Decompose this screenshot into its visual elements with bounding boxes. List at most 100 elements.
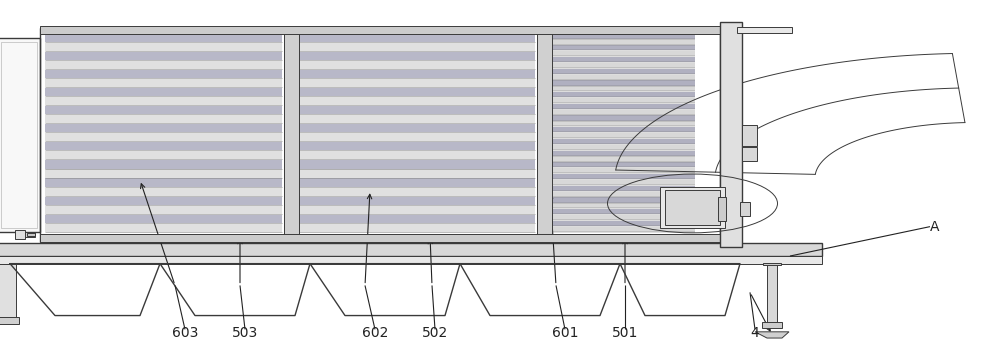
Bar [767, 264, 777, 322]
Bar [299, 43, 535, 51]
Bar [552, 180, 695, 185]
Bar [299, 179, 535, 186]
Bar [299, 79, 535, 87]
Bar [0, 256, 822, 264]
Bar [718, 197, 726, 221]
Bar [1, 42, 37, 228]
Bar [40, 26, 720, 34]
Bar [45, 179, 282, 186]
Bar [299, 224, 535, 232]
Bar [552, 203, 695, 208]
Bar [23, 232, 35, 237]
Bar [299, 97, 535, 105]
Bar [552, 80, 695, 85]
Bar [552, 127, 695, 133]
Bar [552, 156, 695, 162]
Bar [552, 209, 695, 214]
Bar [552, 116, 695, 121]
Bar [552, 139, 695, 144]
Bar [740, 202, 750, 216]
Bar [552, 215, 695, 220]
Bar [552, 92, 695, 97]
Text: 501: 501 [612, 326, 638, 340]
Bar [552, 192, 695, 197]
Bar [742, 147, 757, 161]
Bar [665, 190, 720, 225]
Bar [552, 186, 695, 191]
Bar [45, 106, 282, 114]
Bar [552, 51, 695, 56]
Bar [737, 27, 792, 33]
Bar [299, 124, 535, 133]
Bar [27, 233, 35, 236]
Bar [552, 133, 695, 138]
Bar [299, 52, 535, 60]
Bar [299, 170, 535, 177]
Bar [552, 98, 695, 103]
Bar [552, 168, 695, 173]
Bar [299, 151, 535, 160]
Bar [299, 61, 535, 69]
Bar [552, 74, 695, 80]
Bar [552, 34, 695, 39]
Text: A: A [930, 220, 940, 234]
Bar [45, 43, 282, 51]
Bar [45, 79, 282, 87]
Bar [45, 161, 282, 169]
Bar [45, 197, 282, 205]
Bar [552, 145, 695, 150]
Bar [40, 234, 720, 242]
Bar [552, 198, 695, 202]
Bar [299, 215, 535, 223]
Bar [552, 227, 695, 232]
Bar [299, 34, 535, 42]
Bar [552, 57, 695, 62]
Bar [284, 28, 299, 242]
Bar [299, 161, 535, 169]
Bar [552, 151, 695, 156]
Bar [299, 106, 535, 114]
Bar [40, 28, 720, 242]
Bar [552, 174, 695, 179]
Bar [0, 317, 19, 324]
Bar [720, 22, 742, 247]
Text: 603: 603 [172, 326, 198, 340]
Bar [552, 110, 695, 115]
Bar [45, 188, 282, 195]
Bar [763, 263, 781, 265]
Text: 602: 602 [362, 326, 388, 340]
Bar [45, 124, 282, 133]
Bar [0, 38, 40, 232]
Bar [299, 88, 535, 96]
Bar [552, 39, 695, 45]
Bar [299, 206, 535, 214]
Bar [537, 28, 552, 242]
Bar [0, 243, 822, 256]
Bar [299, 197, 535, 205]
Bar [299, 142, 535, 151]
Bar [552, 69, 695, 74]
Bar [45, 215, 282, 223]
Bar [299, 70, 535, 78]
Bar [45, 206, 282, 214]
Bar [45, 61, 282, 69]
Bar [660, 187, 725, 228]
Text: 502: 502 [422, 326, 448, 340]
Bar [299, 115, 535, 123]
Bar [15, 230, 25, 239]
Bar [45, 133, 282, 142]
Polygon shape [755, 332, 789, 338]
Bar [45, 52, 282, 60]
Bar [552, 45, 695, 51]
Bar [299, 133, 535, 142]
Bar [552, 104, 695, 109]
Bar [552, 63, 695, 68]
Text: 601: 601 [552, 326, 578, 340]
Bar [762, 322, 782, 328]
Bar [552, 121, 695, 127]
Bar [552, 86, 695, 91]
Bar [45, 34, 282, 42]
Bar [742, 125, 757, 146]
Bar [45, 151, 282, 160]
Bar [45, 170, 282, 177]
